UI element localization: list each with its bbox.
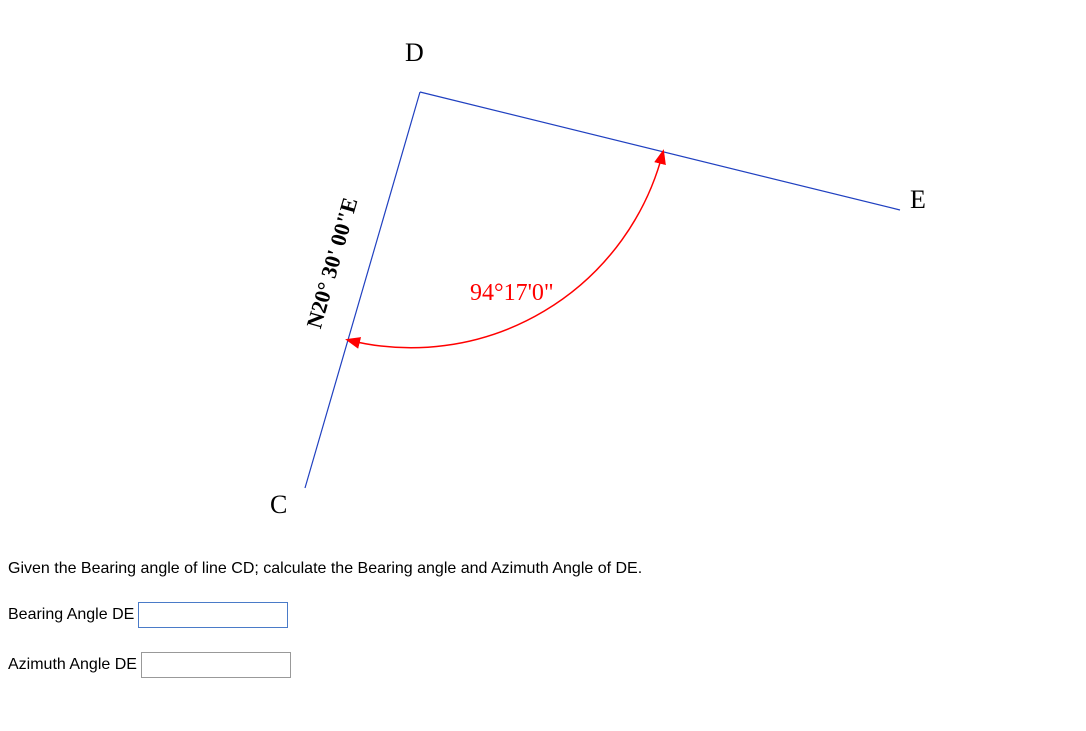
geometry-svg: [0, 0, 1086, 540]
azimuth-input-label: Azimuth Angle DE: [8, 656, 137, 674]
diagram-area: D C E N20° 30' 00"E 94°17'0": [0, 0, 1086, 540]
point-c-label: C: [270, 490, 287, 520]
angle-arc: [348, 152, 663, 348]
question-prompt: Given the Bearing angle of line CD; calc…: [8, 560, 1086, 578]
bearing-angle-input[interactable]: [138, 602, 288, 628]
angle-value-label: 94°17'0": [470, 280, 554, 307]
point-e-label: E: [910, 185, 926, 215]
azimuth-input-row: Azimuth Angle DE: [8, 652, 1086, 678]
line-de: [420, 92, 900, 210]
bearing-input-row: Bearing Angle DE: [8, 602, 1086, 628]
point-d-label: D: [405, 38, 424, 68]
bearing-input-label: Bearing Angle DE: [8, 606, 134, 624]
azimuth-angle-input[interactable]: [141, 652, 291, 678]
